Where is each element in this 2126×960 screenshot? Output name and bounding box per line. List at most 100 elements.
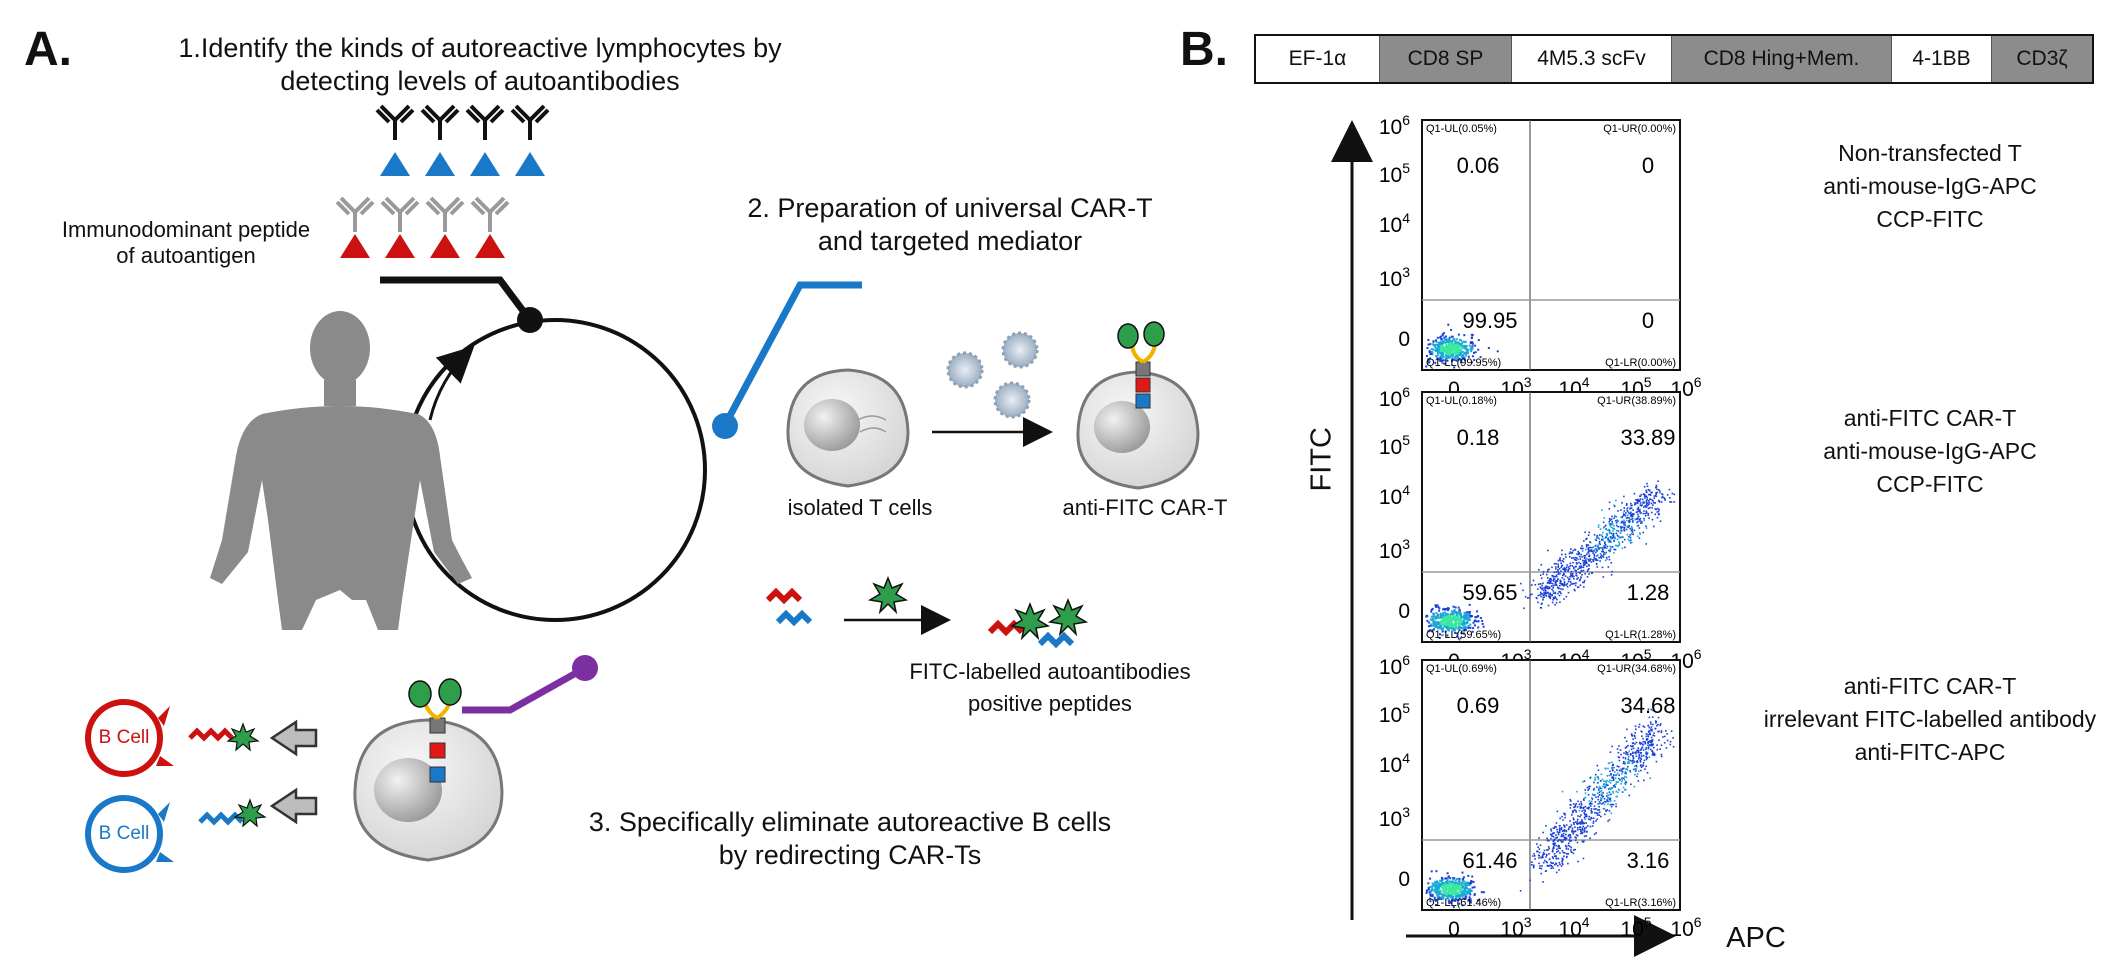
cycle-arrow xyxy=(428,345,475,421)
construct-segment-cd3z: CD3ζ xyxy=(1992,36,2092,82)
panel-b-letter: B. xyxy=(1180,23,1228,76)
step3-line1: 3. Specifically eliminate autoreactive B… xyxy=(588,807,1112,837)
gate-label-ur: Q1-UR(34.68%) xyxy=(1597,663,1676,675)
control-antibody-row xyxy=(335,196,510,258)
panel-a-letter: A. xyxy=(24,23,72,76)
antibody-icon xyxy=(375,104,415,140)
y-tick-label: 103 xyxy=(1379,536,1410,563)
gate-label-lr: Q1-LR(0.00%) xyxy=(1605,357,1676,369)
step2-line2: and targeted mediator xyxy=(817,226,1083,256)
blue-bound-peptide-icon xyxy=(198,798,267,828)
step3-line2: by redirecting CAR-Ts xyxy=(718,840,982,870)
construct-segment-hinge: CD8 Hing+Mem. xyxy=(1672,36,1892,82)
blue-peptide-icon xyxy=(425,152,455,176)
y-tick-label: 104 xyxy=(1379,210,1410,237)
car-t-cell-icon xyxy=(1076,321,1200,490)
plot1-condition-line2: anti-mouse-IgG-APC xyxy=(1823,173,2037,199)
peptide-pair-icon xyxy=(765,587,813,627)
plot3-condition-line2: irrelevant FITC-labelled antibody xyxy=(1763,706,2097,732)
blue-peptide-icon xyxy=(515,152,545,176)
step1-connector xyxy=(380,276,533,323)
event-dots xyxy=(1425,480,1676,640)
y-tick-label: 104 xyxy=(1379,482,1410,509)
flow-plot-1: Q1-UL(0.05%) Q1-UR(0.00%) Q1-LL(99.95%) Q1-… xyxy=(1379,112,1702,401)
car-construct-map: EF-1α CD8 SP 4M5.3 scFv CD8 Hing+Mem. 4-… xyxy=(1254,34,2094,84)
x-tick-label: 0 xyxy=(1448,378,1460,401)
plot3-condition-line3: anti-FITC-APC xyxy=(1854,739,2006,765)
anti-fitc-cart-label: anti-FITC CAR-T xyxy=(1062,495,1228,520)
immunodominant-line2: of autoantigen xyxy=(116,243,256,268)
gate-label-lr: Q1-LR(1.28%) xyxy=(1605,629,1676,641)
blue-peptide-icon xyxy=(380,152,410,176)
fitc-autoantibodies-line1: FITC-labelled autoantibodies xyxy=(909,659,1191,684)
plot-frame xyxy=(1421,391,1681,643)
quadrant-value-ur: 34.68 xyxy=(1620,693,1675,718)
construct-segment-41bb: 4-1BB xyxy=(1892,36,1992,82)
quadrant-value-ur: 33.89 xyxy=(1620,425,1675,450)
x-tick-label: 106 xyxy=(1670,914,1701,941)
red-peptide-icon xyxy=(475,234,505,258)
flow-plot-2: Q1-UL(0.18%) Q1-UR(38.89%) Q1-LL(59.65%) Q1… xyxy=(1379,384,1702,673)
gate-label-ll: Q1-LL(61.46%) xyxy=(1426,897,1501,909)
red-peptide-icon xyxy=(430,234,460,258)
construct-segment-cd8sp: CD8 SP xyxy=(1380,36,1512,82)
flow-cytometry-plots: Q1-UL(0.05%) Q1-UR(0.00%) Q1-LL(99.95%) Q1-… xyxy=(1331,112,1702,957)
red-b-cell-label: B Cell xyxy=(98,727,150,748)
step1-line2: detecting levels of autoantibodies xyxy=(280,66,680,96)
blue-peptide-icon xyxy=(470,152,500,176)
block-arrow-icon xyxy=(269,719,318,757)
y-tick-label: 0 xyxy=(1398,328,1410,351)
step2-node xyxy=(712,413,738,439)
event-dots xyxy=(1425,323,1499,369)
quadrant-value-ur: 0 xyxy=(1642,153,1654,178)
quadrant-value-lr: 1.28 xyxy=(1627,580,1670,605)
quadrant-value-ll: 61.46 xyxy=(1462,848,1517,873)
panel-a-illustration xyxy=(85,104,1200,873)
y-tick-label: 0 xyxy=(1398,868,1410,891)
blue-b-cell-icon xyxy=(85,795,174,873)
effector-car-t-cell-icon xyxy=(353,678,504,862)
y-tick-label: 105 xyxy=(1379,432,1410,459)
antibody-icon xyxy=(510,104,550,140)
step1-node xyxy=(517,307,543,333)
plot1-condition-line1: Non-transfected T xyxy=(1838,140,2022,166)
plot-frame xyxy=(1421,119,1681,371)
human-silhouette-icon xyxy=(210,311,472,630)
step2-connector xyxy=(721,281,862,427)
y-tick-label: 104 xyxy=(1379,750,1410,777)
block-arrow-icon xyxy=(269,787,318,825)
y-tick-label: 106 xyxy=(1379,652,1410,679)
labelled-peptide-icon xyxy=(987,597,1089,649)
gate-label-ll: Q1-LL(59.65%) xyxy=(1426,629,1501,641)
step2-line1: 2. Preparation of universal CAR-T xyxy=(747,193,1153,223)
x-axis-label: APC xyxy=(1726,922,1786,954)
gate-label-ul: Q1-UL(0.05%) xyxy=(1426,123,1497,135)
isolated-t-cell-icon xyxy=(786,368,910,488)
y-axis-label: FITC xyxy=(1305,427,1338,492)
quadrant-value-lr: 0 xyxy=(1642,308,1654,333)
fitc-star-icon xyxy=(867,575,909,615)
fitc-autoantibodies-line2: positive peptides xyxy=(968,691,1132,716)
y-tick-label: 103 xyxy=(1379,264,1410,291)
plot2-condition-line3: CCP-FITC xyxy=(1876,471,1984,497)
plot1-condition-line3: CCP-FITC xyxy=(1876,206,1984,232)
flow-plot-3: Q1-UL(0.69%) Q1-UR(34.68%) Q1-LL(61.46%) Q1… xyxy=(1379,652,1702,941)
blue-b-cell-label: B Cell xyxy=(98,823,150,844)
event-dots xyxy=(1425,708,1675,909)
plot2-condition-line2: anti-mouse-IgG-APC xyxy=(1823,438,2037,464)
red-bound-peptide-icon xyxy=(188,722,260,752)
y-tick-label: 105 xyxy=(1379,700,1410,727)
quadrant-value-ul: 0.69 xyxy=(1457,693,1500,718)
antibody-icon xyxy=(465,104,505,140)
red-peptide-icon xyxy=(385,234,415,258)
red-b-cell-icon xyxy=(85,699,174,777)
gate-label-lr: Q1-LR(3.16%) xyxy=(1605,897,1676,909)
gate-label-ul: Q1-UL(0.18%) xyxy=(1426,395,1497,407)
y-tick-label: 106 xyxy=(1379,384,1410,411)
gate-label-ur: Q1-UR(0.00%) xyxy=(1603,123,1676,135)
red-peptide-icon xyxy=(340,234,370,258)
quadrant-value-ul: 0.18 xyxy=(1457,425,1500,450)
quadrant-value-ll: 59.65 xyxy=(1462,580,1517,605)
y-tick-label: 0 xyxy=(1398,600,1410,623)
immunodominant-line1: Immunodominant peptide xyxy=(61,217,311,242)
